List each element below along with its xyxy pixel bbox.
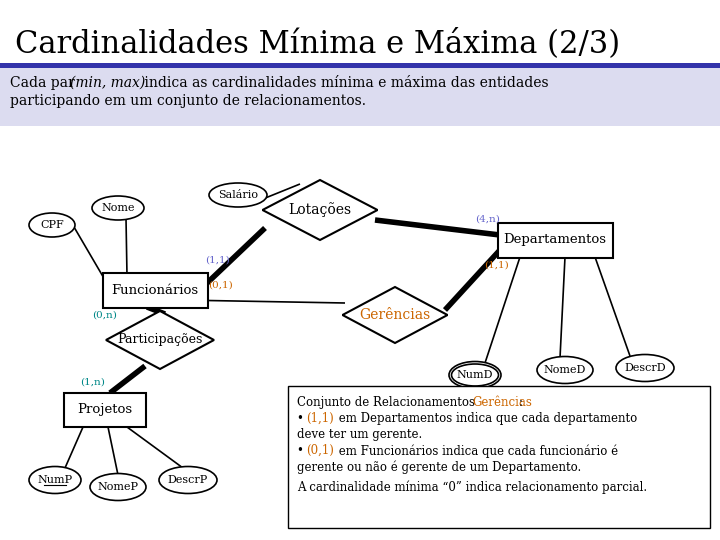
- Ellipse shape: [92, 196, 144, 220]
- Text: em Funcionários indica que cada funcionário é: em Funcionários indica que cada funcioná…: [335, 444, 618, 457]
- Ellipse shape: [90, 474, 146, 501]
- Text: (0,n): (0,n): [92, 311, 117, 320]
- Ellipse shape: [159, 467, 217, 494]
- Text: •: •: [297, 444, 307, 457]
- Text: Lotações: Lotações: [289, 202, 351, 218]
- Text: (1,1): (1,1): [205, 256, 230, 265]
- Ellipse shape: [537, 356, 593, 383]
- FancyBboxPatch shape: [288, 386, 710, 528]
- Text: Salário: Salário: [218, 190, 258, 200]
- Polygon shape: [263, 180, 377, 240]
- Text: (1,n): (1,n): [80, 378, 105, 387]
- Text: Gerências: Gerências: [472, 396, 532, 409]
- Text: (1,1): (1,1): [306, 412, 334, 425]
- Text: :: :: [519, 396, 523, 409]
- Text: Projetos: Projetos: [78, 403, 132, 416]
- Text: Departamentos: Departamentos: [503, 233, 606, 246]
- Text: NumP: NumP: [37, 475, 73, 485]
- Bar: [0, 68, 720, 126]
- Text: Gerências: Gerências: [359, 308, 431, 322]
- Text: Funcionários: Funcionários: [112, 284, 199, 296]
- Text: (1,1): (1,1): [484, 261, 509, 270]
- Bar: [0, 63, 720, 68]
- Text: Nome: Nome: [102, 203, 135, 213]
- Text: indica as cardinalidades mínima e máxima das entidades: indica as cardinalidades mínima e máxima…: [140, 76, 549, 90]
- Text: em Departamentos indica que cada departamento: em Departamentos indica que cada departa…: [335, 412, 637, 425]
- Text: Conjunto de Relacionamentos: Conjunto de Relacionamentos: [297, 396, 479, 409]
- Text: (0,1): (0,1): [208, 281, 233, 290]
- Text: (4,n): (4,n): [475, 215, 500, 224]
- Bar: [102, 273, 207, 307]
- Text: Cardinalidades Mínima e Máxima (2/3): Cardinalidades Mínima e Máxima (2/3): [15, 28, 620, 59]
- Ellipse shape: [449, 361, 501, 388]
- Text: •: •: [297, 412, 307, 425]
- Text: (min, max): (min, max): [70, 76, 145, 90]
- Text: gerente ou não é gerente de um Departamento.: gerente ou não é gerente de um Departame…: [297, 460, 581, 474]
- Ellipse shape: [29, 213, 75, 237]
- Text: NomeD: NomeD: [544, 365, 586, 375]
- Text: DescrP: DescrP: [168, 475, 208, 485]
- Ellipse shape: [29, 467, 81, 494]
- Bar: [498, 222, 613, 258]
- Text: NomeP: NomeP: [97, 482, 138, 492]
- Bar: [64, 393, 146, 427]
- Text: participando em um conjunto de relacionamentos.: participando em um conjunto de relaciona…: [10, 94, 366, 108]
- Text: Participações: Participações: [117, 334, 203, 347]
- Polygon shape: [343, 287, 448, 343]
- Text: deve ter um gerente.: deve ter um gerente.: [297, 428, 422, 441]
- Text: CPF: CPF: [40, 220, 64, 230]
- Ellipse shape: [616, 354, 674, 381]
- Text: NumD: NumD: [456, 370, 493, 380]
- Text: (0,1): (0,1): [306, 444, 334, 457]
- Text: Cada par: Cada par: [10, 76, 79, 90]
- Ellipse shape: [451, 364, 498, 386]
- Ellipse shape: [209, 183, 267, 207]
- Text: A cardinalidade mínima “0” indica relacionamento parcial.: A cardinalidade mínima “0” indica relaci…: [297, 480, 647, 494]
- Polygon shape: [106, 311, 214, 369]
- Text: DescrD: DescrD: [624, 363, 666, 373]
